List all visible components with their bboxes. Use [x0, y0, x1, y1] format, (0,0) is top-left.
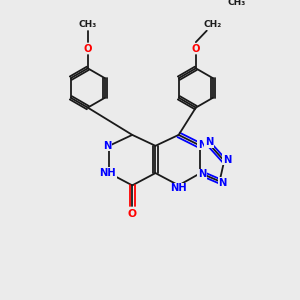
- Text: CH₂: CH₂: [204, 20, 222, 29]
- Text: CH₃: CH₃: [228, 0, 246, 7]
- Text: N: N: [198, 140, 206, 150]
- Text: NH: NH: [170, 183, 187, 193]
- Text: N: N: [205, 137, 213, 147]
- Text: CH₃: CH₃: [78, 20, 96, 28]
- Text: N: N: [103, 141, 112, 151]
- Text: O: O: [192, 44, 200, 54]
- Text: N: N: [218, 178, 226, 188]
- Text: O: O: [83, 44, 92, 54]
- Text: O: O: [128, 209, 137, 219]
- Text: N: N: [223, 155, 231, 165]
- Text: N: N: [198, 169, 206, 179]
- Text: NH: NH: [99, 168, 116, 178]
